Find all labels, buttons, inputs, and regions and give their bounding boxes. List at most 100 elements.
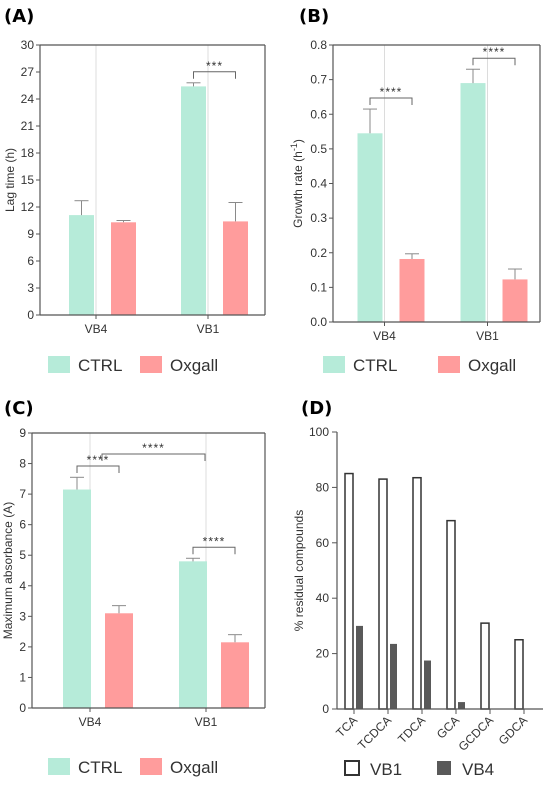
significance-bracket-a xyxy=(193,71,236,79)
bar-d-vb4-gca xyxy=(458,702,465,709)
y-tick-label-c: 3 xyxy=(19,609,26,623)
significance-bracket-c xyxy=(101,453,206,461)
legend-label-c-ctrl: CTRL xyxy=(78,758,122,777)
bar-d-vb4-tca xyxy=(356,625,363,709)
bar-a-oxgall-vb1 xyxy=(223,221,248,315)
bar-d-vb1-gca xyxy=(446,519,456,710)
y-tick-label-a: 12 xyxy=(21,200,35,214)
legend-label-a-oxgall: Oxgall xyxy=(170,356,218,375)
y-tick-label-c: 5 xyxy=(19,548,26,562)
x-tick-label-d-gdca: GDCA xyxy=(496,713,530,747)
x-tick-label-c-vb4: VB4 xyxy=(79,715,102,729)
y-axis-label-d: % residual compounds xyxy=(292,510,306,631)
y-tick-label-c: 8 xyxy=(19,457,26,471)
y-axis-label-main: Growth rate (h xyxy=(291,151,305,228)
y-axis-label-end: ) xyxy=(291,139,305,143)
x-tick-label-a-vb4: VB4 xyxy=(85,322,108,336)
legend-swatch-b-oxgall xyxy=(438,356,460,373)
bar-c-oxgall-vb4 xyxy=(105,613,133,708)
chart-panel-a: (A) 0 3 6 9 12 15 18 21 24 27 30 VB4 VB1 Lag time (h)… xyxy=(3,6,266,375)
bar-c-ctrl-vb4 xyxy=(63,489,91,708)
legend-swatch-a-oxgall xyxy=(140,356,162,373)
legend-label-b-oxgall: Oxgall xyxy=(468,356,516,375)
bar-b-oxgall-vb4 xyxy=(399,258,425,322)
y-tick-label-d: 60 xyxy=(316,536,330,550)
y-tick-label-c: 2 xyxy=(19,640,26,654)
y-tick-label-d: 80 xyxy=(316,480,330,494)
panel-label-c: (C) xyxy=(4,398,34,419)
significance-label-c: **** xyxy=(87,453,110,467)
y-tick-label-d: 0 xyxy=(322,702,329,716)
x-tick-label-d-gcdca: GCDCA xyxy=(456,713,497,754)
legend-swatch-c-ctrl xyxy=(48,758,70,775)
y-tick-label-a: 6 xyxy=(27,254,34,268)
y-axis-label-b: Growth rate (h-1) xyxy=(289,139,305,228)
y-tick-label-a: 21 xyxy=(21,119,35,133)
legend-label-d-vb1: VB1 xyxy=(370,760,402,779)
x-tick-label-d-tdca: TDCA xyxy=(395,713,428,746)
y-tick-label-a: 30 xyxy=(21,38,35,52)
bar-d-vb1-tca xyxy=(344,472,354,710)
bar-d-vb1-tdca xyxy=(412,476,422,710)
significance-label-b: **** xyxy=(380,85,403,99)
x-tick-label-a-vb1: VB1 xyxy=(197,322,220,336)
legend-label-d-vb4: VB4 xyxy=(462,760,494,779)
significance-bracket-c xyxy=(76,465,120,473)
significance-label-c: **** xyxy=(203,534,226,548)
y-tick-label-b: 0.2 xyxy=(310,246,327,260)
panel-label-b: (B) xyxy=(299,6,329,27)
bar-d-vb1-gcdca xyxy=(480,622,490,710)
y-axis-label-a: Lag time (h) xyxy=(3,148,17,212)
bar-b-ctrl-vb1 xyxy=(460,83,486,323)
x-tick-label-d-gca: GCA xyxy=(434,713,462,741)
y-axis-label-sup: -1 xyxy=(289,143,299,151)
panel-label-d: (D) xyxy=(301,398,332,419)
y-tick-label-a: 0 xyxy=(27,308,34,322)
significance-label-a: *** xyxy=(206,59,223,73)
y-tick-label-b: 0.4 xyxy=(310,177,327,191)
y-tick-label-a: 18 xyxy=(21,146,35,160)
legend-label-c-oxgall: Oxgall xyxy=(170,758,218,777)
bar-d-vb1-tcdca xyxy=(378,478,388,710)
y-tick-label-d: 40 xyxy=(316,591,330,605)
y-tick-label-a: 9 xyxy=(27,227,34,241)
y-tick-label-d: 100 xyxy=(309,425,329,439)
bar-a-ctrl-vb4 xyxy=(69,215,94,315)
x-tick-label-d-tca: TCA xyxy=(333,713,360,740)
legend-swatch-b-ctrl xyxy=(323,356,345,373)
y-tick-label-d: 20 xyxy=(316,647,330,661)
legend-swatch-d-vb1 xyxy=(344,760,360,776)
bar-d-vb4-tdca xyxy=(424,660,431,709)
legend-swatch-a-ctrl xyxy=(48,356,70,373)
y-tick-label-c: 6 xyxy=(19,518,26,532)
y-tick-label-b: 0.3 xyxy=(310,211,327,225)
y-tick-label-a: 15 xyxy=(21,173,35,187)
y-tick-label-c: 9 xyxy=(19,426,26,440)
bar-c-oxgall-vb1 xyxy=(221,642,249,708)
x-tick-label-b-vb4: VB4 xyxy=(373,329,396,343)
y-tick-label-c: 7 xyxy=(19,487,26,501)
y-tick-label-c: 0 xyxy=(19,701,26,715)
y-tick-label-b: 0.8 xyxy=(310,38,327,52)
bar-c-ctrl-vb1 xyxy=(179,561,207,708)
y-tick-label-b: 0.7 xyxy=(310,73,327,87)
y-tick-label-b: 0.5 xyxy=(310,142,327,156)
significance-bracket-c xyxy=(192,546,236,555)
legend-label-a-ctrl: CTRL xyxy=(78,356,122,375)
y-tick-label-a: 27 xyxy=(21,65,35,79)
y-axis-label-c: Maximum absorbance (A) xyxy=(1,502,15,639)
x-tick-label-d-tcdca: TCDCA xyxy=(355,713,394,752)
y-tick-label-c: 1 xyxy=(19,670,26,684)
bar-d-vb1-gdca xyxy=(514,639,524,710)
bar-b-oxgall-vb1 xyxy=(502,279,528,322)
significance-label-b: **** xyxy=(483,45,506,59)
chart-panel-c: (C) 0 1 2 3 4 5 6 7 8 9 VB4 VB1 Maximum absorbance (… xyxy=(1,398,266,777)
chart-panel-b: (B) 0.0 0.1 0.2 0.3 0.4 0.5 0.6 0.7 0.8 VB4 VB1 Gro… xyxy=(289,6,541,375)
panel-label-a: (A) xyxy=(4,6,34,27)
legend-label-b-ctrl: CTRL xyxy=(353,356,397,375)
bar-d-vb4-tcdca xyxy=(390,643,397,709)
significance-label-c: **** xyxy=(142,441,165,455)
y-tick-label-b: 0.1 xyxy=(310,280,327,294)
y-tick-label-a: 3 xyxy=(27,281,34,295)
